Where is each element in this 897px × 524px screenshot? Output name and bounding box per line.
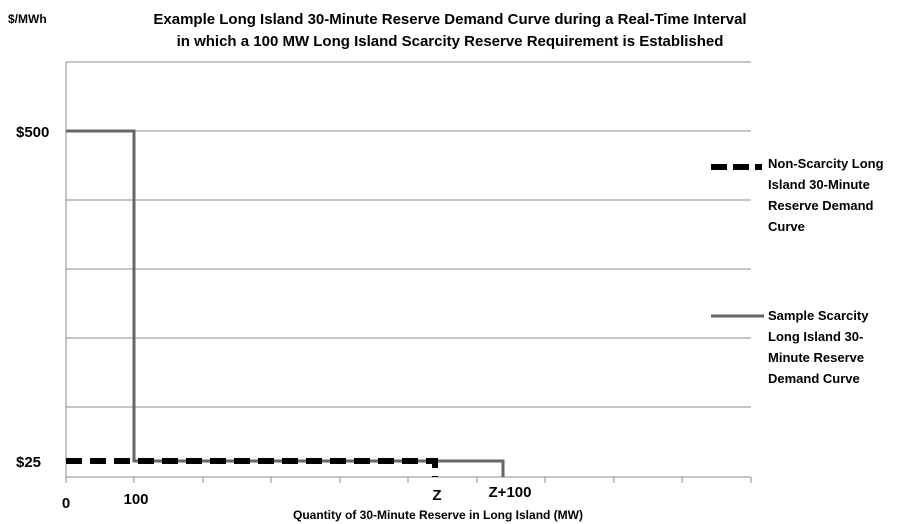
chart-title-line-1: Example Long Island 30-Minute Reserve De… <box>153 11 746 28</box>
legend-label-line: Sample Scarcity <box>768 308 869 323</box>
x-axis-label: Quantity of 30-Minute Reserve in Long Is… <box>293 508 583 522</box>
y-axis-label: $/MWh <box>8 12 47 26</box>
legend-label-line: Long Island 30- <box>768 329 863 344</box>
x-tick-label-0: 0 <box>62 495 70 512</box>
legend-label-line: Demand Curve <box>768 371 860 386</box>
legend-label-line: Reserve Demand <box>768 198 874 213</box>
series-line-scarcity <box>66 129 505 477</box>
x-tick-label-100: 100 <box>123 491 148 508</box>
legend-entry-non-scarcity: Non-Scarcity Long Island 30-Minute Reser… <box>711 156 884 234</box>
legend: Non-Scarcity Long Island 30-Minute Reser… <box>711 156 884 386</box>
y-tick-label-25: $25 <box>16 454 41 471</box>
gridlines <box>66 61 751 408</box>
chart-title-line-2: in which a 100 MW Long Island Scarcity R… <box>177 33 724 50</box>
x-tick-label-z: Z <box>432 487 441 504</box>
legend-label-line: Curve <box>768 219 805 234</box>
series-lines <box>66 129 505 477</box>
x-tick-label-z-plus-100: Z+100 <box>489 484 532 501</box>
legend-entry-scarcity: Sample Scarcity Long Island 30- Minute R… <box>711 308 869 386</box>
y-tick-label-500: $500 <box>16 124 49 141</box>
chart-title: Example Long Island 30-Minute Reserve De… <box>153 11 746 50</box>
axes <box>65 62 752 483</box>
series-line-non-scarcity <box>66 458 438 477</box>
x-tick-labels: 0 100 Z Z+100 <box>62 484 532 512</box>
legend-label-line: Non-Scarcity Long <box>768 156 884 171</box>
y-tick-labels: $500 $25 <box>16 124 49 471</box>
x-axis-minor-ticks <box>65 477 752 483</box>
legend-label-line: Island 30-Minute <box>768 177 870 192</box>
legend-label-line: Minute Reserve <box>768 350 864 365</box>
